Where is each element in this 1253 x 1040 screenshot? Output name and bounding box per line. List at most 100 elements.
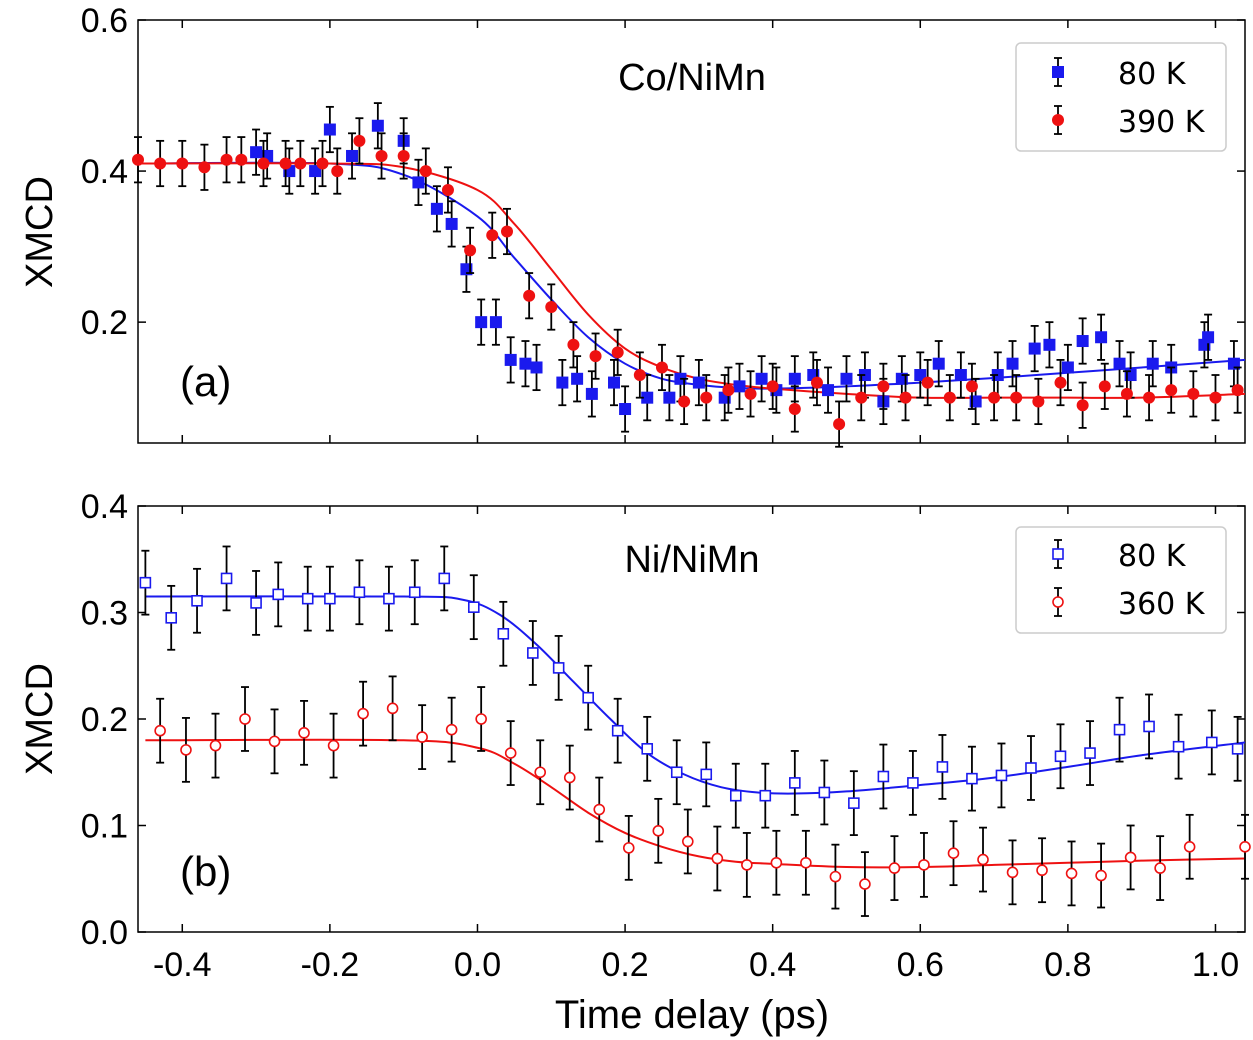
data-point-a-s1 xyxy=(530,361,543,374)
data-point-a-s1 xyxy=(608,376,621,389)
data-point-a-s2 xyxy=(220,153,233,166)
data-point-a-s2 xyxy=(899,391,912,404)
data-point-b-s2 xyxy=(593,803,606,816)
data-point-a-s2 xyxy=(486,229,499,242)
data-point-a-s2 xyxy=(294,157,307,170)
data-point-a-s2 xyxy=(655,361,668,374)
data-point-a-s2 xyxy=(235,153,248,166)
data-point-b-s1 xyxy=(670,766,683,779)
data-point-b-s1 xyxy=(497,627,510,640)
data-point-b-s1 xyxy=(818,786,831,799)
data-point-a-s2 xyxy=(1076,399,1089,412)
data-point-b-s2 xyxy=(298,727,310,739)
data-point-a-s2 xyxy=(419,165,432,178)
data-point-a-s2 xyxy=(788,403,801,416)
legend-marker-a-2 xyxy=(1052,114,1064,126)
data-point-a-s1 xyxy=(371,119,384,132)
data-point-a-s2 xyxy=(331,165,344,178)
data-point-a-s1 xyxy=(250,146,263,159)
data-point-b-s2 xyxy=(1006,866,1019,879)
data-point-b-s2 xyxy=(682,835,694,848)
data-point-a-s2 xyxy=(132,153,144,166)
data-point-b-s1 xyxy=(1025,762,1037,774)
data-point-b-s2 xyxy=(268,735,281,748)
data-point-b-s1 xyxy=(383,592,395,605)
data-point-a-s1 xyxy=(822,384,835,397)
legend-marker-b-1 xyxy=(1052,548,1064,560)
data-point-b-s2 xyxy=(504,747,517,759)
panel-a-label: (a) xyxy=(180,358,231,405)
data-point-a-s1 xyxy=(1006,357,1019,370)
data-point-a-s1 xyxy=(788,372,801,385)
data-point-a-s1 xyxy=(571,372,584,385)
data-point-b-s1 xyxy=(139,576,152,589)
data-point-a-s2 xyxy=(833,418,846,431)
panel-a-legend-markers xyxy=(1052,57,1064,135)
data-point-a-s2 xyxy=(877,380,890,393)
data-point-b-s2 xyxy=(209,739,222,752)
data-point-b-s2 xyxy=(947,847,960,859)
data-point-a-s2 xyxy=(1032,395,1045,408)
data-point-a-s2 xyxy=(943,391,956,404)
panel-b-fits xyxy=(145,595,1246,869)
data-point-a-s2 xyxy=(316,157,329,170)
data-point-a-s2 xyxy=(766,380,779,393)
data-point-b-s1 xyxy=(353,586,366,599)
data-point-a-s1 xyxy=(475,316,488,329)
data-point-a-s1 xyxy=(1113,357,1126,370)
x-tick-label: 0.6 xyxy=(897,946,944,984)
data-point-a-s1 xyxy=(412,176,425,189)
x-tick-label: 0.4 xyxy=(749,946,796,984)
data-point-b-s2 xyxy=(445,723,458,736)
data-point-b-s1 xyxy=(848,797,860,809)
panel-a-legend: 80 K 390 K xyxy=(1015,42,1227,152)
panel-a-ticks: 0.2 0.4 0.6 xyxy=(81,2,1245,443)
data-point-a-s2 xyxy=(1187,387,1200,400)
data-point-a-s2 xyxy=(198,161,211,174)
data-point-b-s1 xyxy=(877,770,890,783)
data-point-a-s2 xyxy=(464,244,477,257)
data-point-b-s2 xyxy=(770,856,783,869)
data-point-a-s2 xyxy=(633,369,646,382)
data-point-b-s2 xyxy=(357,707,369,720)
data-point-b-s1 xyxy=(438,572,451,585)
x-tick-label: 0.2 xyxy=(601,946,648,984)
data-point-b-s2 xyxy=(888,862,901,874)
data-point-b-s2 xyxy=(327,739,340,752)
data-point-a-s1 xyxy=(954,369,967,382)
data-point-b-s2 xyxy=(1239,840,1251,853)
data-point-a-s2 xyxy=(921,376,934,389)
data-point-a-s2 xyxy=(855,391,868,404)
x-tick-label: -0.4 xyxy=(153,946,212,984)
panel-a-points xyxy=(132,102,1244,448)
data-point-a-s1 xyxy=(914,369,927,382)
data-point-a-s1 xyxy=(430,202,443,215)
data-point-b-s2 xyxy=(829,870,842,883)
data-point-b-s1 xyxy=(700,768,713,781)
data-point-b-s1 xyxy=(641,743,654,755)
data-point-a-s2 xyxy=(1010,391,1023,404)
panel-a-ylabel: XMCD xyxy=(19,176,61,288)
data-point-a-s1 xyxy=(755,372,768,385)
data-point-a-s1 xyxy=(1061,361,1074,374)
panel-a-sample-label: Co/NiMn xyxy=(618,57,766,99)
data-point-b-s2 xyxy=(563,771,576,784)
data-point-a-s1 xyxy=(489,316,502,329)
y-tick-label: 0.6 xyxy=(81,2,128,40)
data-point-a-s2 xyxy=(154,157,167,170)
data-point-a-s2 xyxy=(1143,391,1156,404)
data-point-a-s1 xyxy=(323,123,336,136)
data-point-a-s1 xyxy=(733,380,746,393)
data-point-b-s1 xyxy=(552,662,565,674)
legend-a-entry-2: 390 K xyxy=(1118,105,1206,140)
x-tick-label: 1.0 xyxy=(1192,946,1239,984)
data-point-a-s1 xyxy=(840,372,853,385)
data-point-b-s1 xyxy=(907,777,919,789)
data-point-b-s2 xyxy=(652,825,665,837)
panel-a-fits xyxy=(137,161,1246,399)
data-point-b-s1 xyxy=(165,612,178,624)
data-point-a-s2 xyxy=(611,346,624,359)
data-point-b-s1 xyxy=(995,769,1008,782)
data-point-a-s1 xyxy=(556,376,569,389)
